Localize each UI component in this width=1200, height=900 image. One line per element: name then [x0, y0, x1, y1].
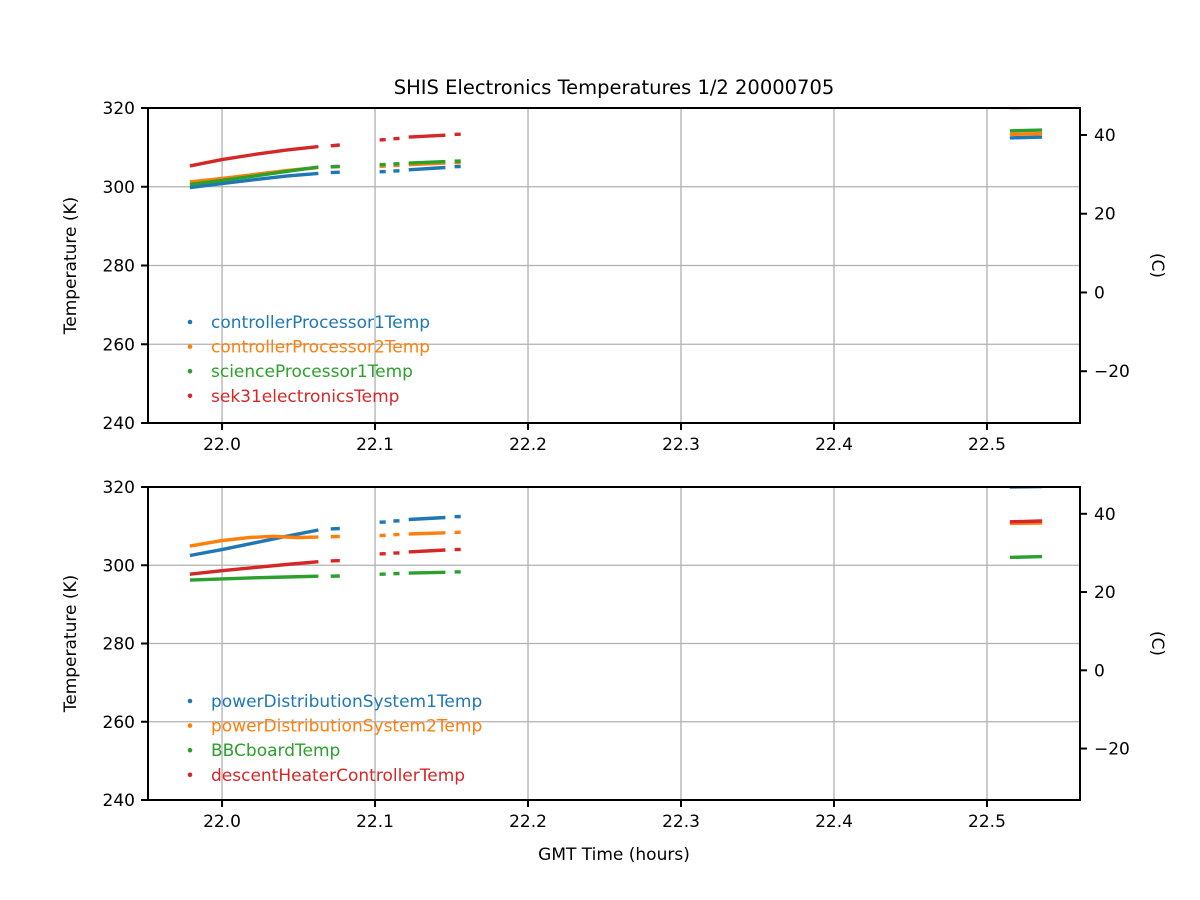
- x-tick-label: 22.4: [815, 812, 853, 832]
- series-BBCboardTemp: [189, 554, 1043, 582]
- series-sek31electronicsTemp: [189, 108, 1043, 168]
- legend-marker-dot: [187, 747, 193, 753]
- x-tick-label: 22.3: [662, 812, 700, 832]
- subplot-2-legend: powerDistributionSystem1Temp powerDistrib…: [187, 692, 482, 786]
- legend-entry-powerDistributionSystem2Temp: powerDistributionSystem2Temp: [187, 717, 482, 737]
- y-axis-label-right: (C): [1147, 253, 1167, 278]
- legend-marker-dot: [187, 723, 193, 728]
- y-tick-label-left: 300: [103, 178, 135, 198]
- y-tick-label-left: 320: [103, 99, 135, 119]
- y-tick-label-left: 300: [103, 556, 135, 576]
- subplot-2: 22.0 22.1 22.2 22.3 22.4 22.5 240 260 280 300 320 −…: [61, 478, 1167, 865]
- series-segment: [408, 548, 446, 554]
- y-axis-label-left: Temperature (K): [61, 575, 81, 714]
- series-segment: [408, 531, 446, 536]
- legend-label: powerDistributionSystem2Temp: [211, 717, 482, 737]
- series-segment: [408, 165, 446, 172]
- series-segment: [330, 143, 340, 148]
- subplot-2-series-layer: [189, 487, 1043, 582]
- series-segment: [408, 515, 446, 522]
- y-tick-label-right: 20: [1094, 583, 1116, 603]
- x-tick-label: 22.0: [203, 812, 241, 832]
- y-axis-label-right: (C): [1147, 631, 1167, 656]
- series-segment: [1009, 131, 1043, 137]
- chart-title: SHIS Electronics Temperatures 1/2 200007…: [394, 76, 835, 99]
- x-tick-label: 22.1: [356, 435, 394, 455]
- legend-label: controllerProcessor1Temp: [211, 313, 430, 333]
- legend-marker-dot: [187, 393, 193, 399]
- y-tick-label-right: 40: [1094, 505, 1116, 525]
- legend-entry-powerDistributionSystem1Temp: powerDistributionSystem1Temp: [187, 692, 482, 712]
- y-tick-label-left: 240: [103, 791, 135, 811]
- x-tick-label: 22.5: [968, 435, 1006, 455]
- y-tick-label-left: 260: [103, 713, 135, 733]
- series-segment: [189, 165, 319, 187]
- y-tick-label-right: 0: [1094, 283, 1105, 303]
- x-tick-label: 22.3: [662, 435, 700, 455]
- legend-label: descentHeaterControllerTemp: [211, 766, 465, 786]
- y-tick-label-right: 40: [1094, 126, 1116, 146]
- legend-marker-dot: [187, 698, 193, 704]
- y-tick-label-right: −20: [1094, 362, 1130, 382]
- y-axis-label-left: Temperature (K): [61, 197, 81, 336]
- legend-marker-dot: [187, 368, 193, 374]
- series-scienceProcessor1Temp: [189, 128, 1043, 187]
- series-controllerProcessor1Temp: [189, 135, 1043, 190]
- legend-label: controllerProcessor2Temp: [211, 338, 430, 358]
- series-segment: [1009, 128, 1043, 133]
- legend-marker-dot: [187, 319, 193, 325]
- series-descentHeaterControllerTemp: [189, 519, 1043, 576]
- legend-label: powerDistributionSystem1Temp: [211, 692, 482, 712]
- legend-label: scienceProcessor1Temp: [211, 362, 413, 382]
- legend-entry-controllerProcessor1Temp: controllerProcessor1Temp: [187, 313, 430, 333]
- series-segment: [1009, 554, 1043, 560]
- legend-entry-descentHeaterControllerTemp: descentHeaterControllerTemp: [187, 766, 465, 786]
- x-tick-label: 22.5: [968, 812, 1006, 832]
- x-tick-label: 22.4: [815, 435, 853, 455]
- series-segment: [1009, 135, 1043, 140]
- y-tick-label-right: −20: [1094, 740, 1130, 760]
- series-segment: [408, 570, 446, 575]
- series-segment: [189, 534, 319, 548]
- series-segment: [408, 133, 446, 139]
- series-segment: [1009, 519, 1043, 524]
- x-tick-label: 22.2: [509, 435, 547, 455]
- subplot-1-series-layer: [189, 108, 1043, 190]
- y-tick-label-right: 0: [1094, 661, 1105, 681]
- legend-label: sek31electronicsTemp: [211, 387, 399, 407]
- series-segment: [189, 171, 319, 190]
- subplot-1-legend: controllerProcessor1Temp controllerProces…: [187, 313, 430, 407]
- series-segment: [189, 574, 319, 582]
- legend-entry-BBCboardTemp: BBCboardTemp: [187, 741, 340, 761]
- legend-entry-sek31electronicsTemp: sek31electronicsTemp: [187, 387, 399, 407]
- series-segment: [189, 528, 319, 558]
- x-tick-label: 22.0: [203, 435, 241, 455]
- series-segment: [189, 560, 319, 576]
- x-tick-label: 22.2: [509, 812, 547, 832]
- legend-marker-dot: [187, 344, 193, 349]
- subplot-1: 22.0 22.1 22.2 22.3 22.4 22.5 240 260 280 300 320 −…: [61, 76, 1167, 455]
- series-segment: [189, 144, 319, 168]
- x-tick-label: 22.1: [356, 812, 394, 832]
- series-powerDistributionSystem2Temp: [189, 521, 1043, 548]
- legend-label: BBCboardTemp: [211, 741, 340, 761]
- legend-entry-controllerProcessor2Temp: controllerProcessor2Temp: [187, 338, 430, 358]
- y-tick-label-left: 260: [103, 335, 135, 355]
- y-tick-label-left: 320: [103, 478, 135, 498]
- y-tick-label-right: 20: [1094, 205, 1116, 225]
- y-tick-label-left: 280: [103, 257, 135, 277]
- series-powerDistributionSystem1Temp: [189, 487, 1043, 558]
- series-segment: [408, 159, 446, 165]
- legend-marker-dot: [187, 772, 193, 778]
- x-axis-label: GMT Time (hours): [538, 845, 690, 865]
- legend-entry-scienceProcessor1Temp: scienceProcessor1Temp: [187, 362, 413, 382]
- y-tick-label-left: 240: [103, 414, 135, 434]
- y-tick-label-left: 280: [103, 635, 135, 655]
